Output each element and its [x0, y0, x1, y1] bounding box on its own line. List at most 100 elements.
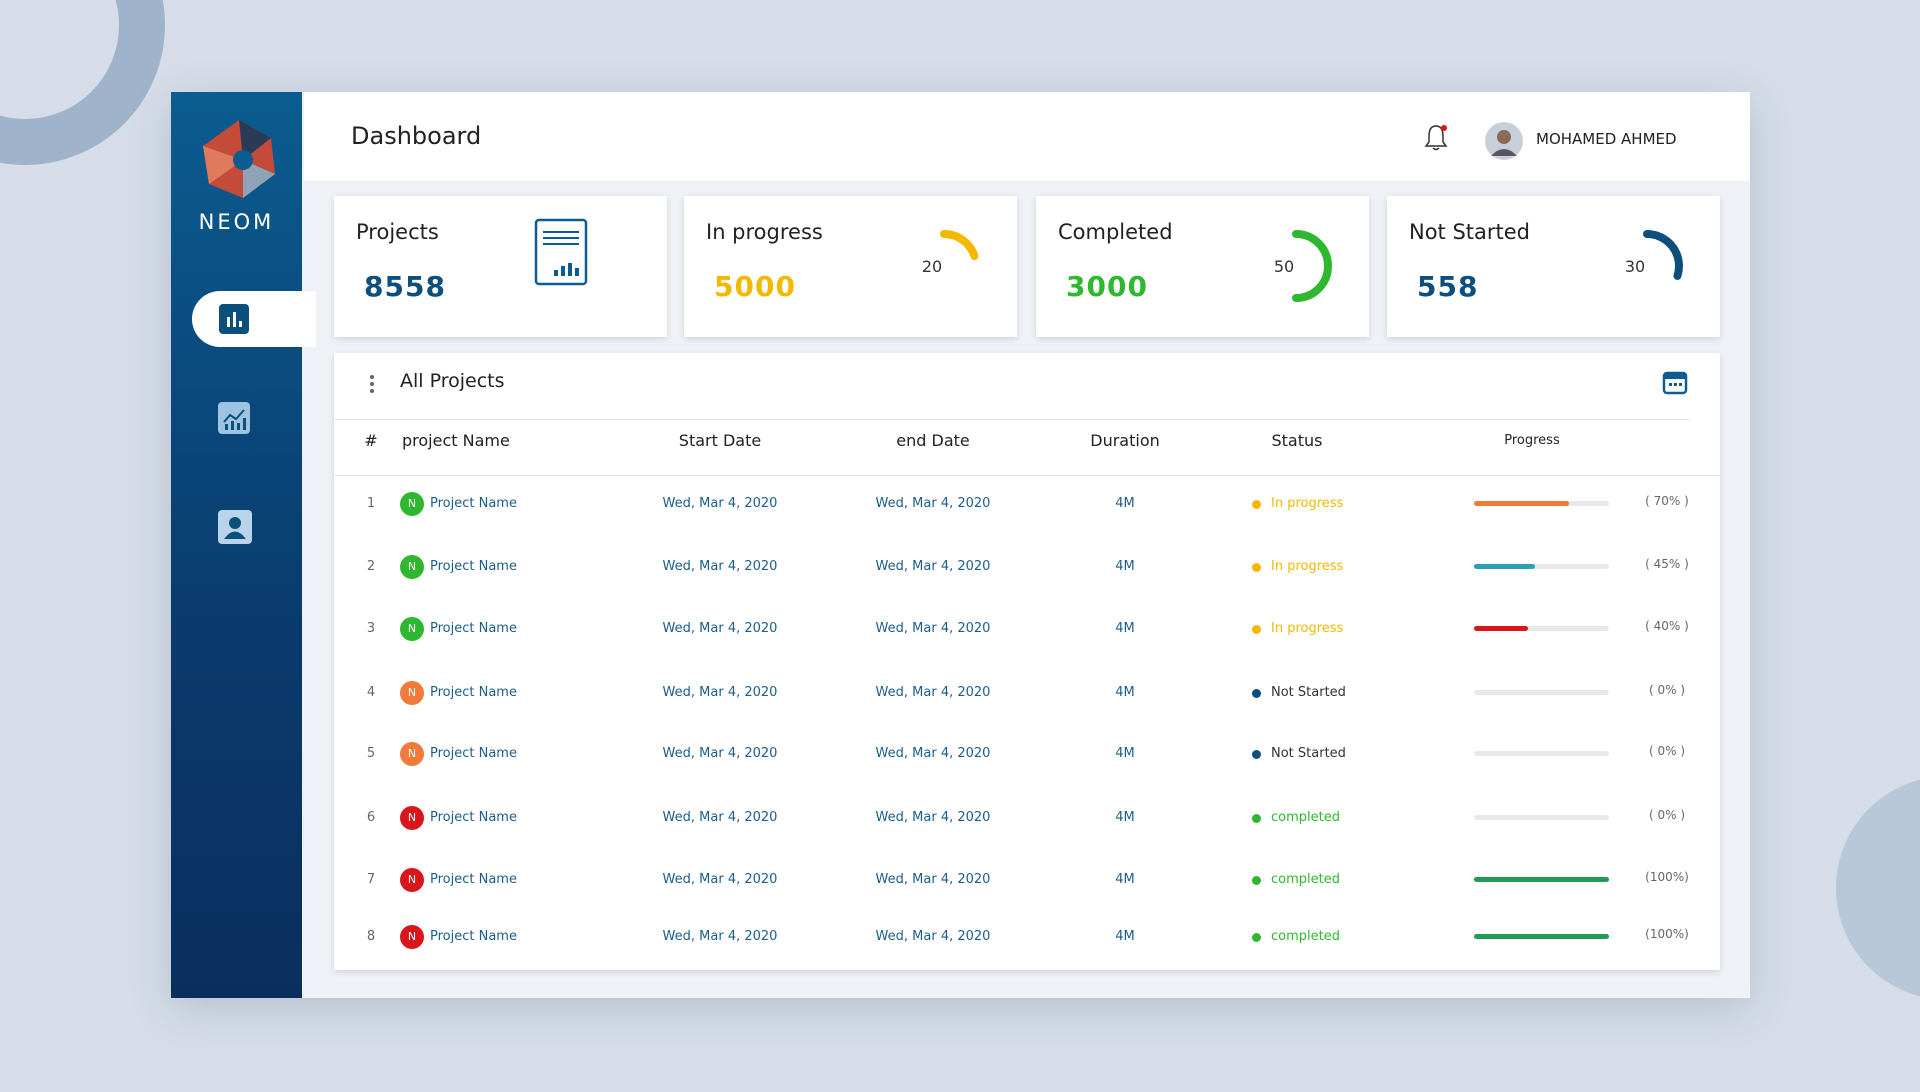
progress-track — [1474, 690, 1609, 695]
progress-label: ( 45% ) — [1645, 557, 1689, 571]
nav-analytics-icon[interactable] — [218, 402, 250, 434]
brand-name: NEOM — [198, 210, 275, 234]
card-value: 3000 — [1066, 270, 1148, 303]
end-date: Wed, Mar 4, 2020 — [875, 559, 991, 574]
project-initial: N — [400, 555, 424, 579]
column-header: Start Date — [678, 431, 762, 450]
status: In progress — [1271, 496, 1344, 511]
nav-active[interactable] — [192, 291, 316, 347]
progress-label: ( 0% ) — [1648, 683, 1686, 697]
start-date: Wed, Mar 4, 2020 — [662, 746, 778, 761]
status: completed — [1271, 929, 1340, 944]
progress-track — [1474, 626, 1609, 631]
gauge-value: 30 — [1625, 257, 1645, 276]
progress-track — [1474, 751, 1609, 756]
project-name: Project Name — [430, 872, 517, 887]
duration: 4M — [1115, 621, 1135, 636]
icon-frame — [534, 218, 588, 286]
duration: 4M — [1115, 929, 1135, 944]
duration: 4M — [1115, 810, 1135, 825]
end-date: Wed, Mar 4, 2020 — [875, 872, 991, 887]
project-initial: N — [400, 868, 424, 892]
project-initial: N — [400, 925, 424, 949]
status-dot — [1252, 933, 1261, 942]
divider — [334, 475, 1720, 476]
card-label: In progress — [706, 220, 823, 244]
start-date: Wed, Mar 4, 2020 — [662, 496, 778, 511]
row-index: 1 — [366, 496, 376, 511]
start-date: Wed, Mar 4, 2020 — [662, 810, 778, 825]
end-date: Wed, Mar 4, 2020 — [875, 496, 991, 511]
status: completed — [1271, 872, 1340, 887]
progress-bar — [1474, 501, 1569, 506]
table-title: All Projects — [400, 370, 505, 392]
icon-bar — [568, 263, 572, 276]
project-initial: N — [400, 681, 424, 705]
icon-bar — [575, 268, 579, 276]
project-initial: N — [400, 742, 424, 766]
card-label: Not Started — [1409, 220, 1531, 244]
project-initial: N — [400, 617, 424, 641]
progress-bar — [1474, 877, 1609, 882]
progress-label: (100%) — [1645, 927, 1689, 941]
duration: 4M — [1115, 496, 1135, 511]
gauge-arc — [940, 230, 979, 261]
status: Not Started — [1271, 746, 1346, 761]
nav-user-icon[interactable] — [218, 510, 252, 544]
project-name: Project Name — [430, 559, 517, 574]
icon-bar — [561, 266, 565, 276]
progress-track — [1474, 564, 1609, 569]
card-value: 8558 — [364, 270, 446, 303]
row-index: 8 — [366, 929, 376, 944]
project-name: Project Name — [430, 929, 517, 944]
divider — [334, 419, 1690, 420]
end-date: Wed, Mar 4, 2020 — [875, 621, 991, 636]
gauge: 20 — [922, 230, 979, 276]
row-index: 6 — [366, 810, 376, 825]
project-name: Project Name — [430, 496, 517, 511]
progress-label: ( 0% ) — [1648, 808, 1686, 822]
status-dot — [1252, 814, 1261, 823]
status-dot — [1252, 500, 1261, 509]
menu-dots[interactable] — [368, 373, 376, 395]
user-avatar[interactable] — [1485, 122, 1523, 160]
progress-label: ( 40% ) — [1645, 619, 1689, 633]
duration: 4M — [1115, 872, 1135, 887]
user-name[interactable]: MOHAMED AHMED — [1536, 130, 1677, 148]
header: Dashboard MOHAMED AHMED — [304, 92, 1750, 181]
status-dot — [1252, 689, 1261, 698]
progress-bar — [1474, 934, 1609, 939]
stat-card: In progress 5000 20 — [684, 196, 1017, 337]
stat-card: Projects 8558 — [334, 196, 667, 337]
status-dot — [1252, 563, 1261, 572]
row-index: 5 — [366, 746, 376, 761]
start-date: Wed, Mar 4, 2020 — [662, 929, 778, 944]
nav-dashboard-icon — [219, 304, 249, 334]
gauge-arc — [1292, 230, 1332, 302]
column-header: end Date — [896, 431, 970, 450]
calendar-icon[interactable] — [1662, 369, 1688, 395]
start-date: Wed, Mar 4, 2020 — [662, 685, 778, 700]
project-name: Project Name — [430, 810, 517, 825]
row-index: 4 — [366, 685, 376, 700]
card-label: Projects — [356, 220, 439, 244]
project-name: Project Name — [430, 746, 517, 761]
notification-bell[interactable] — [1421, 122, 1451, 152]
status: In progress — [1271, 621, 1344, 636]
start-date: Wed, Mar 4, 2020 — [662, 621, 778, 636]
column-header: Status — [1271, 431, 1323, 450]
row-index: 2 — [366, 559, 376, 574]
status-dot — [1252, 750, 1261, 759]
icon-bar — [554, 270, 558, 276]
card-label: Completed — [1058, 220, 1173, 244]
duration: 4M — [1115, 559, 1135, 574]
gauge: 50 — [1274, 230, 1332, 302]
progress-bar — [1474, 564, 1535, 569]
gauge: 30 — [1625, 230, 1683, 280]
gauge-arc — [1643, 230, 1683, 280]
duration: 4M — [1115, 746, 1135, 761]
column-header: project Name — [402, 431, 510, 450]
projects-table: All Projects — [334, 353, 1720, 970]
